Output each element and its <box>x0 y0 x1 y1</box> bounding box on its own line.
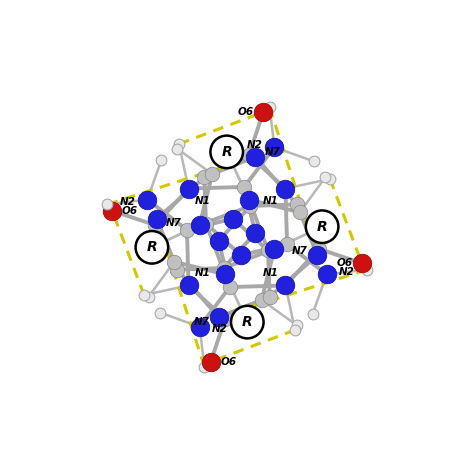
Text: N2: N2 <box>211 324 228 334</box>
Point <box>229 215 237 222</box>
Point <box>226 283 234 291</box>
Text: R: R <box>221 145 232 159</box>
Point <box>323 271 330 278</box>
Point <box>310 158 318 165</box>
Point <box>144 196 151 203</box>
Point <box>296 209 304 216</box>
Point <box>201 363 208 370</box>
Text: N1: N1 <box>263 196 279 206</box>
Point <box>207 358 215 365</box>
Point <box>293 321 301 329</box>
Point <box>258 296 265 304</box>
Point <box>271 245 278 253</box>
Text: N7: N7 <box>264 147 281 157</box>
Text: R: R <box>317 220 328 234</box>
Point <box>266 293 273 301</box>
Point <box>363 266 370 273</box>
Point <box>173 266 181 273</box>
Point <box>196 323 203 330</box>
Text: N2: N2 <box>246 140 263 150</box>
Text: O6: O6 <box>220 357 237 367</box>
Point <box>326 175 334 183</box>
Circle shape <box>136 231 168 264</box>
Text: N7: N7 <box>166 218 182 228</box>
Point <box>252 229 259 237</box>
Point <box>201 173 208 181</box>
Text: N7: N7 <box>292 246 308 256</box>
Point <box>185 282 192 289</box>
Point <box>264 246 272 254</box>
Text: N1: N1 <box>263 268 279 278</box>
Point <box>282 282 289 289</box>
Text: O6: O6 <box>122 206 138 216</box>
Point <box>358 259 365 267</box>
Point <box>109 207 116 215</box>
Point <box>151 221 159 229</box>
Circle shape <box>231 306 264 338</box>
Text: N1: N1 <box>195 196 211 206</box>
Circle shape <box>306 210 338 243</box>
Point <box>283 240 291 248</box>
Point <box>245 151 253 159</box>
Point <box>215 237 222 245</box>
Point <box>140 291 148 299</box>
Point <box>240 183 248 191</box>
Point <box>156 309 164 316</box>
Point <box>175 140 183 148</box>
Text: R: R <box>146 240 157 254</box>
Point <box>271 144 278 151</box>
Text: N2: N2 <box>119 197 135 207</box>
Point <box>315 245 323 253</box>
Text: O6: O6 <box>336 258 352 268</box>
Point <box>185 185 192 192</box>
Point <box>291 326 299 334</box>
Point <box>202 220 210 228</box>
Point <box>246 202 254 210</box>
Point <box>221 315 229 323</box>
Point <box>309 310 316 318</box>
Text: N1: N1 <box>195 268 211 278</box>
Point <box>173 145 181 153</box>
Point <box>158 156 165 164</box>
Text: R: R <box>242 315 253 329</box>
Point <box>170 258 178 265</box>
Point <box>237 252 245 259</box>
Text: N7: N7 <box>193 317 210 327</box>
Point <box>104 201 111 208</box>
Point <box>245 196 253 203</box>
Point <box>314 252 321 259</box>
Point <box>145 293 153 301</box>
Point <box>252 153 259 160</box>
Text: O6: O6 <box>237 107 254 117</box>
Point <box>153 215 160 222</box>
Point <box>293 201 301 208</box>
Point <box>183 226 191 234</box>
Circle shape <box>210 136 243 168</box>
Point <box>196 221 203 229</box>
Point <box>209 170 216 178</box>
Point <box>266 104 273 111</box>
Point <box>220 264 228 272</box>
Point <box>259 109 267 116</box>
Text: N2: N2 <box>339 267 355 277</box>
Point <box>321 173 329 181</box>
Point <box>215 314 222 321</box>
Point <box>282 185 289 192</box>
Point <box>221 271 229 278</box>
